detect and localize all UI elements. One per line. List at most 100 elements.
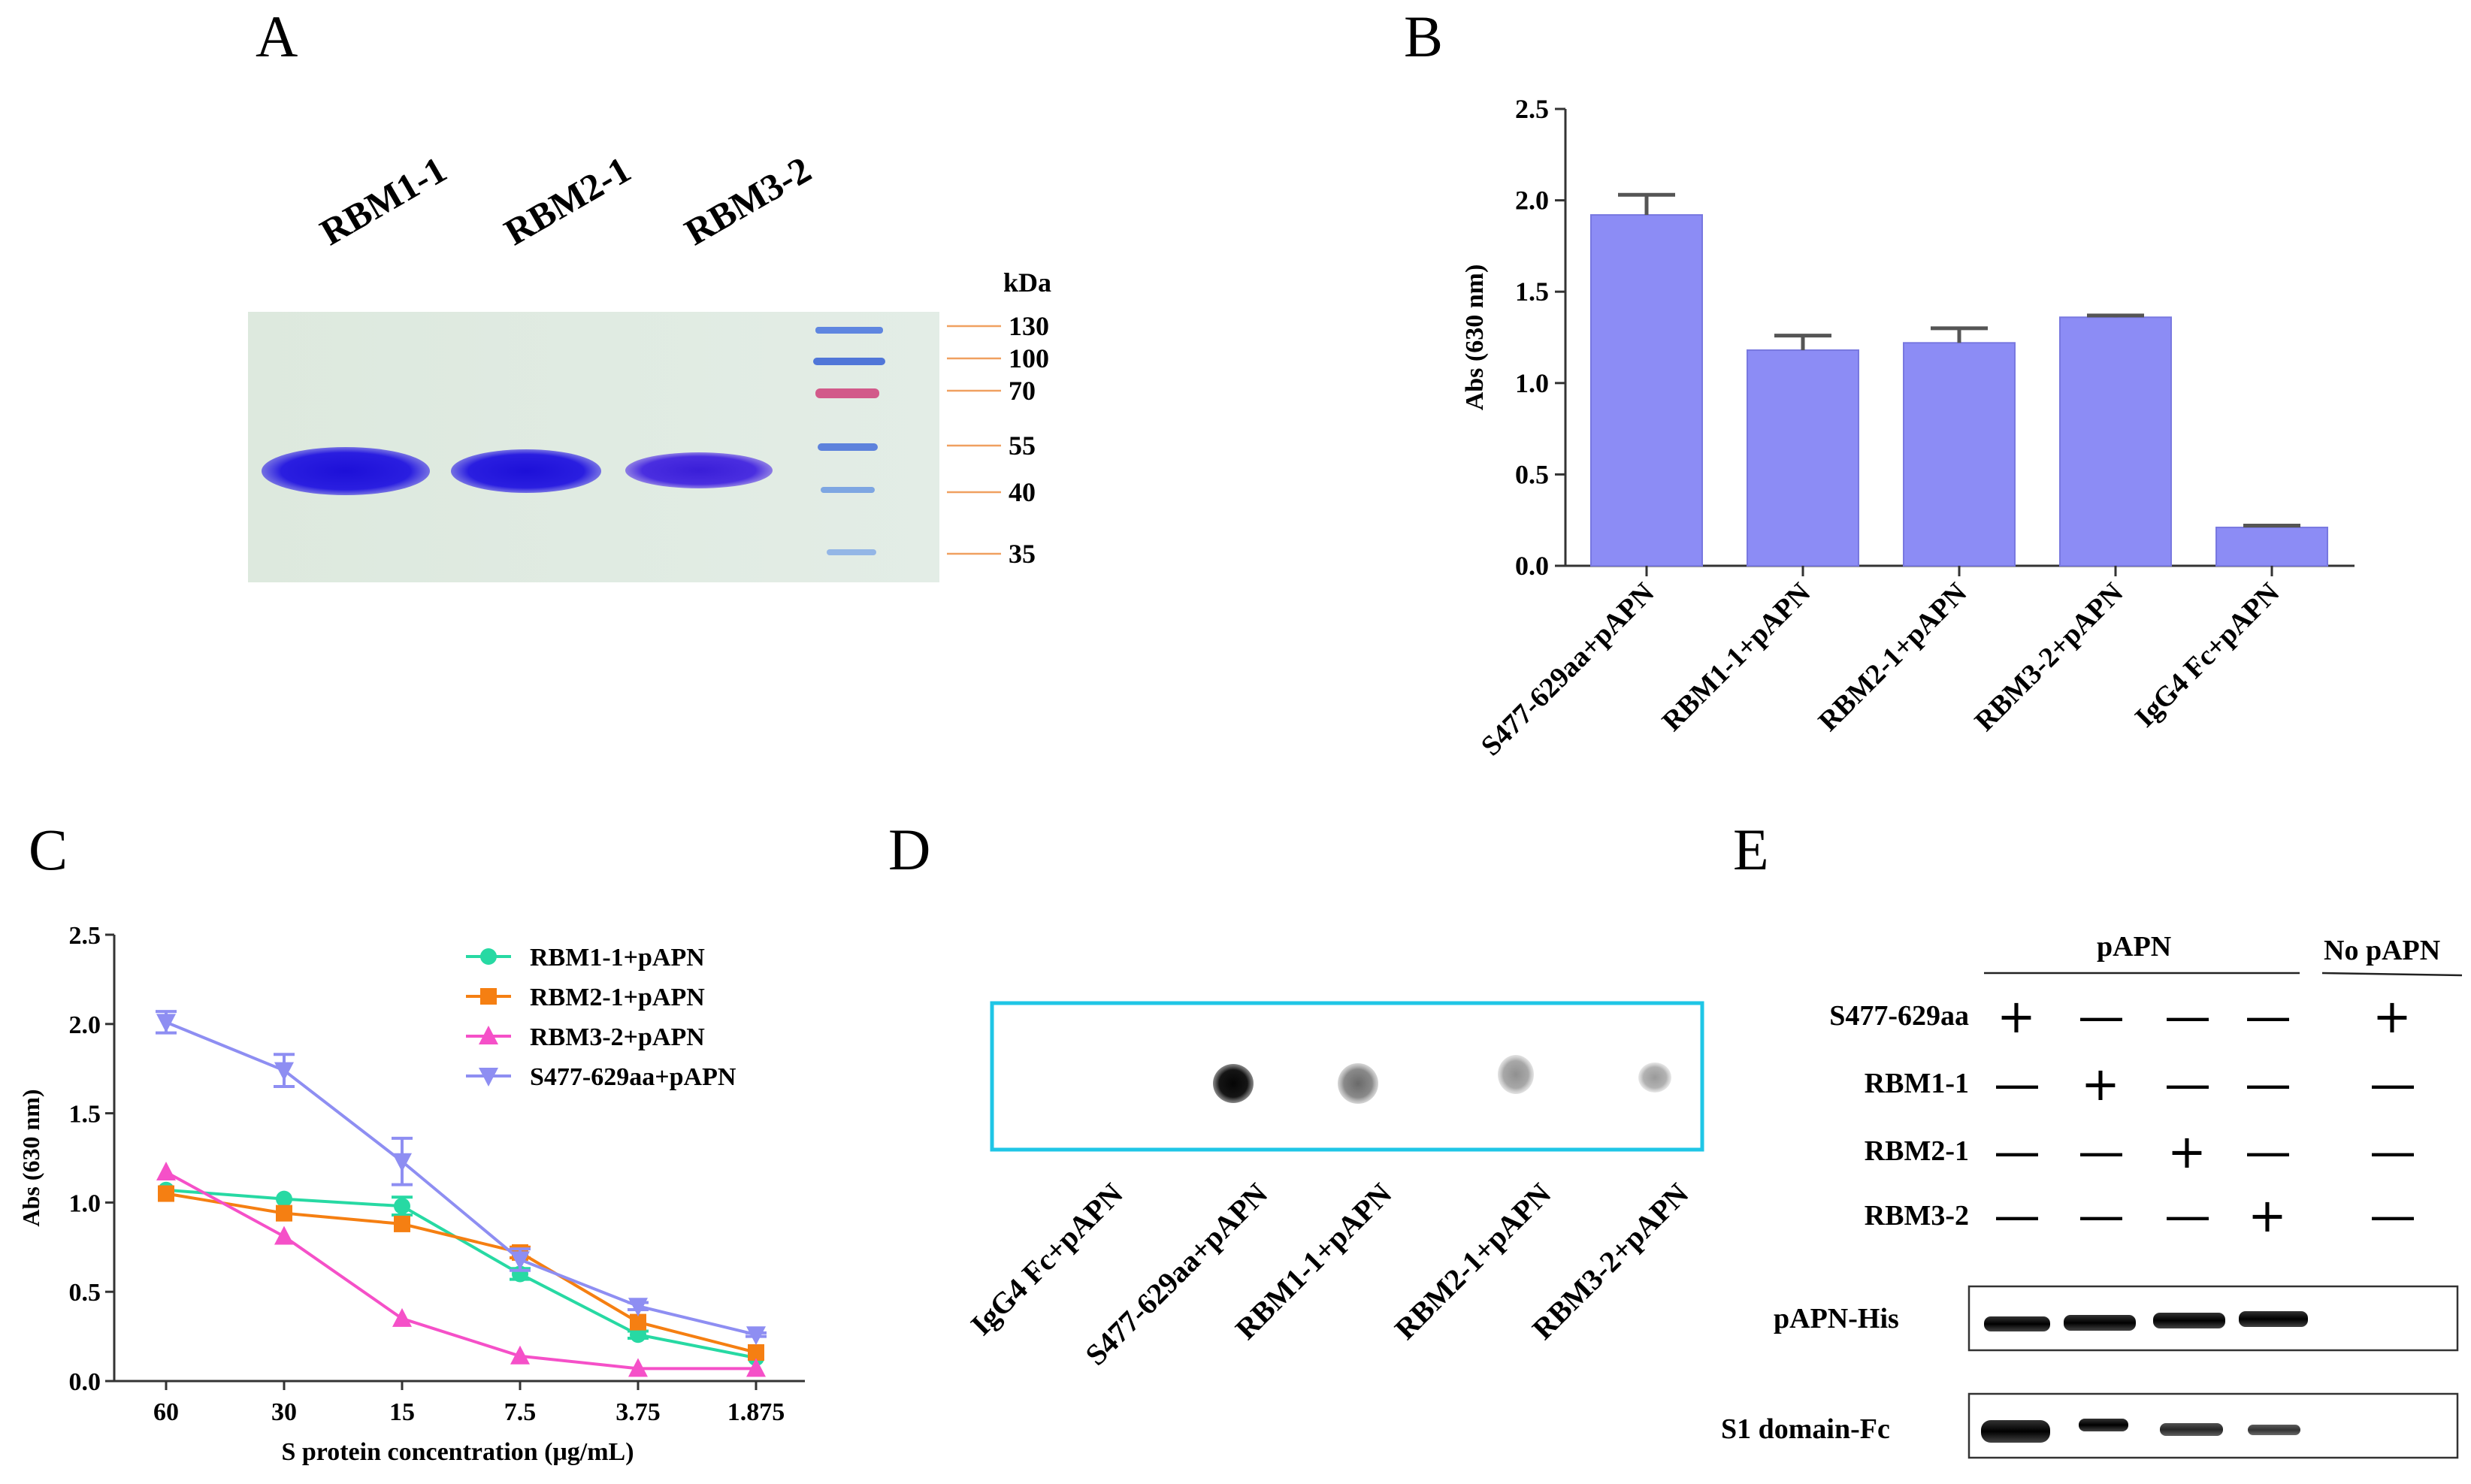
ladder-band-100 (813, 358, 885, 365)
his-band-3 (2153, 1313, 2225, 1328)
dot-rbm1 (1338, 1063, 1378, 1104)
panel-b-bar-chart: 0.0 0.5 1.0 1.5 2.0 2.5 Abs (630 nm) S477-629aa… (1461, 94, 2355, 763)
c-point (628, 1358, 648, 1377)
sign-r3-c3: + (2167, 1124, 2206, 1179)
sign-r4-c1: — (1994, 1188, 2040, 1243)
c-point (746, 1358, 766, 1377)
b-bar (1590, 214, 1703, 567)
c-point (630, 1326, 646, 1343)
c-point (274, 1226, 294, 1245)
sign-r4-c3: — (2164, 1188, 2211, 1243)
ladder-label-70: 70 (1009, 376, 1036, 406)
b-ytick-label: 0.0 (1515, 551, 1549, 581)
row-label-rbm1: RBM1-1 (1864, 1068, 1969, 1099)
ladder-label-40: 40 (1009, 477, 1036, 507)
blot-strips (1967, 1285, 2459, 1459)
b-xtick-label: RBM2-1+pAPN (1813, 577, 1973, 738)
gel-lane-label-3: RBM3-2 (677, 147, 818, 254)
panel-letter-d: D (888, 817, 931, 882)
sign-r2-c1: — (1994, 1056, 2040, 1111)
group-label-papn: pAPN (2097, 931, 2172, 963)
panel-letter-a: A (256, 4, 298, 69)
sign-r2-c3: — (2164, 1056, 2211, 1111)
b-xtick-label: S477-629aa+pAPN (1475, 577, 1661, 763)
sign-r1-c1: + (1997, 989, 2036, 1044)
row-label-rbm3: RBM3-2 (1864, 1200, 1969, 1232)
sign-r3-c4: — (2245, 1124, 2291, 1179)
sign-r1-c3: — (2164, 989, 2211, 1044)
ladder-label-55: 55 (1009, 431, 1036, 461)
c-xtick-label: 30 (271, 1398, 297, 1426)
c-point (274, 1062, 294, 1081)
sign-r4-c4: + (2248, 1188, 2287, 1243)
c-ytick-label: 0.0 (69, 1368, 101, 1396)
blot-label-s1-fc: S1 domain-Fc (1721, 1413, 1890, 1445)
his-band-2 (2064, 1315, 2136, 1331)
c-point (392, 1307, 412, 1327)
c-series-line (165, 1188, 757, 1360)
gel-band-rbm1 (262, 447, 430, 495)
ladder-band-35 (827, 549, 876, 555)
b-bar (2059, 316, 2172, 567)
c-point (392, 1153, 412, 1172)
b-xtick-label: RBM3-2+pAPN (1969, 577, 2130, 738)
sign-r4-c5: — (2370, 1188, 2416, 1243)
panel-letter-e: E (1733, 817, 1769, 882)
c-ytick-label: 1.0 (69, 1189, 101, 1217)
fc-band-2 (2079, 1419, 2128, 1431)
gel-band-rbm2 (451, 449, 601, 493)
c-xtick-label: 15 (389, 1398, 415, 1426)
b-ytick-label: 2.5 (1515, 94, 1549, 124)
c-point (156, 1162, 176, 1181)
c-xtick-label: 3.75 (615, 1398, 661, 1426)
c-legend-label: RBM2-1+pAPN (530, 984, 705, 1011)
panel-letter-c: C (29, 817, 68, 882)
blot-label-papn-his: pAPN-His (1774, 1303, 1899, 1334)
c-point (158, 1185, 174, 1202)
c-series-line (165, 1192, 757, 1354)
b-ytick-label: 1.0 (1515, 368, 1549, 398)
c-point (630, 1313, 646, 1331)
c-ytick-label: 2.0 (69, 1011, 101, 1039)
gel-lane-label-2: RBM2-1 (497, 147, 638, 254)
c-xlabel: S protein concentration (μg/mL) (281, 1438, 634, 1466)
c-series-line (165, 1171, 756, 1371)
c-point (394, 1215, 410, 1232)
sign-r3-c2: — (2078, 1124, 2125, 1179)
c-xtick-label: 1.875 (727, 1398, 785, 1426)
ladder-band-130 (815, 327, 883, 334)
c-point (394, 1198, 410, 1215)
sign-r3-c5: — (2370, 1124, 2416, 1179)
panel-c-line-chart: 0.0 0.5 1.0 1.5 2.0 2.5 60 30 15 7.5 3.75 1.875 S pr… (17, 922, 805, 1466)
c-legend-label: RBM3-2+pAPN (530, 1023, 705, 1051)
gel-band-rbm3 (625, 452, 773, 488)
ladder-label-100: 100 (1009, 343, 1049, 373)
sign-r2-c4: — (2245, 1056, 2291, 1111)
dot-label-1: IgG4 Fc+pAPN (963, 1176, 1130, 1342)
dot-rbm3 (1638, 1062, 1671, 1093)
c-series-line (165, 1020, 757, 1337)
c-ytick-label: 1.5 (69, 1101, 101, 1129)
c-point (276, 1190, 292, 1207)
c-legend-marker (480, 988, 497, 1005)
gel-image (248, 312, 939, 582)
c-point (748, 1343, 764, 1361)
ladder-label-130: 130 (1009, 311, 1049, 341)
fc-band-1 (1981, 1420, 2050, 1443)
c-legend-marker (479, 1068, 498, 1087)
b-xtick-label: RBM1-1+pAPN (1656, 577, 1817, 738)
sign-r2-c5: — (2370, 1056, 2416, 1111)
c-point (156, 1014, 176, 1033)
fc-band-4 (2248, 1425, 2300, 1435)
c-point (746, 1326, 766, 1346)
ladder-band-70 (815, 388, 879, 398)
b-ytick-label: 2.0 (1515, 186, 1549, 216)
group-label-no-papn: No pAPN (2324, 935, 2441, 966)
sign-r2-c2: + (2081, 1056, 2120, 1111)
dot-rbm2 (1498, 1055, 1534, 1094)
row-label-s477: S477-629aa (1829, 1000, 1969, 1032)
group-lines (1984, 972, 2463, 977)
dot-s477 (1213, 1064, 1254, 1103)
b-ytick-label: 1.5 (1515, 277, 1549, 307)
his-band-1 (1984, 1316, 2050, 1331)
